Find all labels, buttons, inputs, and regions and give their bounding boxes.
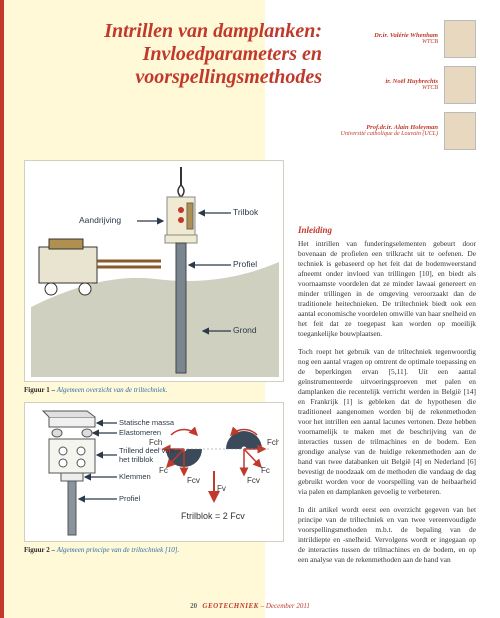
label-profiel: Profiel	[233, 259, 257, 269]
dot-icon	[178, 217, 184, 223]
label-trillend-b: het trilblok	[119, 455, 153, 464]
author-text: Dr.ir. Valérie Whenham WTCB	[374, 32, 438, 47]
hook-icon	[178, 185, 184, 197]
figure-1: Aandrijving Trilbok Profiel Grond	[24, 160, 284, 382]
dot-icon	[178, 207, 184, 213]
author-photo-icon	[444, 20, 476, 58]
paragraph: Toch roept het gebruik van de triltechni…	[298, 347, 476, 497]
elastomer-icon	[82, 429, 92, 437]
author-aff: WTCB	[385, 85, 438, 92]
section-heading: Inleiding	[298, 224, 476, 236]
force-fc	[244, 449, 261, 467]
author-photo-icon	[444, 66, 476, 104]
label-statmass: Statische massa	[119, 418, 175, 427]
author-name: Dr.ir. Valérie Whenham	[374, 32, 438, 40]
right-column: Inleiding Het intrillen van funderingsel…	[298, 160, 476, 573]
label-fch2: Fch	[267, 438, 279, 447]
trilbok-clamp	[165, 235, 197, 243]
page-number: 20	[190, 602, 197, 610]
caption-text: Algemeen principe van de triltechniek [1…	[57, 546, 179, 554]
figure-2: Statische massa Elastomeren Trillend dee…	[24, 402, 284, 542]
author-text: ir. Noël Huybrechts WTCB	[385, 78, 438, 93]
label-fcv2: Fcv	[247, 476, 260, 485]
generator-top	[49, 239, 83, 249]
author-row: Dr.ir. Valérie Whenham WTCB	[336, 20, 476, 58]
profile-shape	[68, 481, 76, 535]
label-aandrijving: Aandrijving	[79, 215, 121, 225]
elastomer-icon	[52, 429, 62, 437]
author-name: ir. Noël Huybrechts	[385, 78, 438, 86]
author-row: ir. Noël Huybrechts WTCB	[336, 66, 476, 104]
rotation-arrow	[171, 429, 197, 435]
wheel-icon	[45, 283, 57, 295]
label-fcv: Fcv	[187, 476, 200, 485]
label-klemmen: Klemmen	[119, 472, 151, 481]
article-title: Intrillen van damplanken: Invloedparamet…	[24, 20, 336, 89]
paragraph: Het intrillen van funderingselementen ge…	[298, 239, 476, 339]
title-line-3: voorspellingsmethodes	[24, 66, 322, 89]
mass-iso	[43, 411, 95, 417]
author-aff: Université catholique de Louvain (UCL)	[341, 131, 438, 138]
generator-body	[39, 247, 97, 283]
eccentric-icon	[77, 459, 85, 467]
caption-bold: Figuur 2 –	[24, 546, 57, 554]
figure-1-caption: Figuur 1 – Algemeen overzicht van de tri…	[24, 386, 284, 394]
label-profiel2: Profiel	[119, 494, 141, 503]
label-fc2: Fc	[261, 466, 270, 475]
label-fv: Fv	[217, 484, 226, 493]
figure-2-svg: Statische massa Elastomeren Trillend dee…	[31, 409, 279, 537]
vibrator-body	[49, 439, 95, 473]
profile-pile	[176, 243, 186, 373]
author-list: Dr.ir. Valérie Whenham WTCB ir. Noël Huy…	[336, 20, 476, 150]
figure-2-caption: Figuur 2 – Algemeen principe van de tril…	[24, 546, 284, 554]
title-line-1: Intrillen van damplanken:	[24, 20, 322, 43]
trilbok-side	[187, 203, 193, 229]
eccentric-icon	[59, 447, 67, 455]
author-photo-icon	[444, 112, 476, 150]
caption-bold: Figuur 1 –	[24, 386, 57, 394]
label-fch: Fch	[149, 438, 162, 447]
label-formula: Ftrilblok = 2 Fcv	[181, 511, 245, 521]
label-elastomer: Elastomeren	[119, 428, 161, 437]
label-trillend-a: Trillend deel van	[119, 446, 174, 455]
left-column: Aandrijving Trilbok Profiel Grond Figuur…	[24, 160, 284, 558]
author-row: Prof.dr.ir. Alain Holeyman Université ca…	[336, 112, 476, 150]
main-body: Aandrijving Trilbok Profiel Grond Figuur…	[24, 160, 476, 573]
caption-text: Algemeen overzicht van de triltechniek.	[57, 386, 168, 394]
wheel-icon	[79, 283, 91, 295]
eccentric-icon	[59, 459, 67, 467]
page-root: Intrillen van damplanken: Invloedparamet…	[0, 0, 500, 618]
label-grond: Grond	[233, 325, 257, 335]
mass-top	[49, 417, 95, 427]
author-text: Prof.dr.ir. Alain Holeyman Université ca…	[341, 124, 438, 139]
label-trilbok: Trilbok	[233, 207, 259, 217]
left-red-stripe	[0, 0, 4, 618]
magazine-name: GEOTECHNIEK	[202, 602, 258, 610]
title-line-2: Invloedparameters en	[24, 43, 322, 66]
clamp-block	[61, 473, 83, 481]
footer-date: – December 2011	[261, 602, 310, 610]
header: Intrillen van damplanken: Invloedparamet…	[24, 20, 476, 150]
page-footer: 20 GEOTECHNIEK – December 2011	[0, 602, 500, 610]
author-aff: WTCB	[374, 39, 438, 46]
label-fc: Fc	[159, 466, 168, 475]
paragraph: In dit artikel wordt eerst een overzicht…	[298, 505, 476, 565]
eccentric-icon	[77, 447, 85, 455]
figure-1-svg: Aandrijving Trilbok Profiel Grond	[31, 167, 279, 377]
